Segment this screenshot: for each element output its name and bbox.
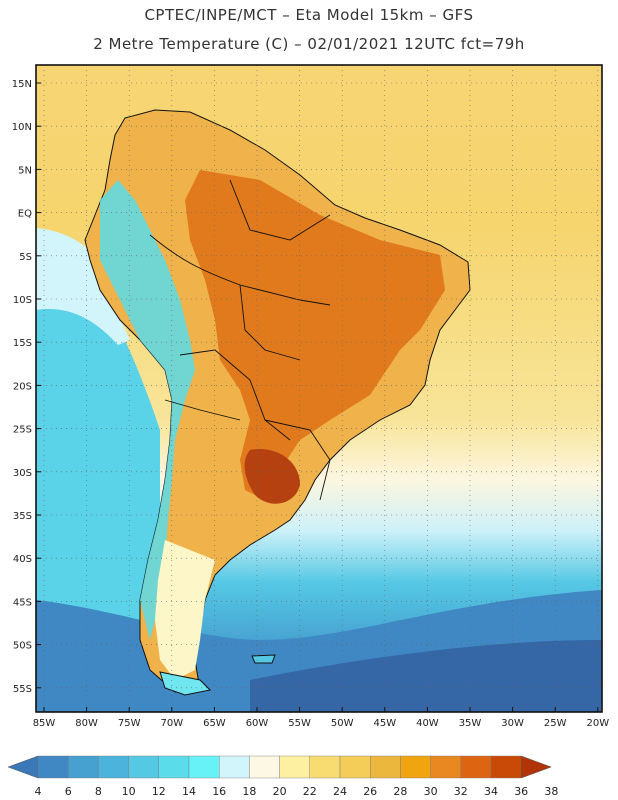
colorbar-label: 10: [122, 785, 136, 798]
lat-label: 5N: [18, 165, 32, 176]
lat-label: 10N: [12, 122, 32, 133]
colorbar-label: 26: [363, 785, 377, 798]
colorbar-swatch: [370, 755, 401, 779]
patagonia-cool: [155, 540, 215, 680]
lon-label: 25W: [544, 718, 567, 729]
very-hot-core: [244, 449, 300, 504]
lat-label: 45S: [13, 597, 32, 608]
colorbar-swatch: [188, 755, 220, 779]
lon-label: 85W: [33, 718, 56, 729]
colorbar-swatch: [158, 755, 190, 779]
map-title: CPTEC/INPE/MCT – Eta Model 15km – GFS: [144, 6, 474, 24]
colorbar-label: 24: [333, 785, 347, 798]
colorbar-label: 8: [95, 785, 102, 798]
colorbar-label: 28: [393, 785, 407, 798]
colorbar-label: 16: [212, 785, 226, 798]
lat-label: 25S: [13, 425, 32, 436]
lat-label: 30S: [13, 468, 32, 479]
colorbar-swatch: [67, 755, 99, 779]
lon-label: 55W: [288, 718, 311, 729]
colorbar-swatch: [460, 755, 492, 779]
southern-deep-water: [250, 640, 602, 712]
lon-label: 70W: [160, 718, 183, 729]
map-frame: [35, 64, 603, 713]
colorbar-label: 20: [273, 785, 287, 798]
map-subtitle: 2 Metre Temperature (C) – 02/01/2021 12U…: [93, 35, 525, 53]
lon-label: 80W: [75, 718, 98, 729]
colorbar-label: 34: [484, 785, 498, 798]
lat-label: 15N: [12, 79, 32, 90]
colorbar-swatch: [490, 755, 522, 779]
colorbar-label: 36: [514, 785, 528, 798]
lon-label: 35W: [459, 718, 482, 729]
colorbar-swatch: [98, 755, 129, 779]
colorbar-swatch: [339, 755, 371, 779]
lon-label: 40W: [416, 718, 439, 729]
colorbar-swatch: [430, 755, 462, 779]
latitude-axis: 15N 10N 5N EQ 5S 10S 15S 20S 25S 30S 35S 40S 45S 50S 5…: [12, 79, 41, 695]
colorbar-swatch: [279, 755, 311, 779]
map-area: [36, 65, 602, 712]
andes-cool-strip: [100, 180, 195, 640]
colorbar-label: 32: [454, 785, 468, 798]
colorbar-label: 14: [182, 785, 196, 798]
lon-label: 50W: [331, 718, 354, 729]
lat-label: 10S: [13, 295, 32, 306]
colorbar-swatch: [218, 755, 250, 779]
colorbar-swatch: [128, 755, 160, 779]
colorbar-label: 22: [303, 785, 317, 798]
colorbar-swatch: [400, 755, 431, 779]
colorbar-label: 4: [35, 785, 42, 798]
lat-label: 50S: [13, 641, 32, 652]
colorbar-swatch: [37, 755, 69, 779]
lat-label: EQ: [18, 209, 32, 220]
lat-label: 40S: [13, 554, 32, 565]
lon-label: 75W: [118, 718, 141, 729]
lat-label: 5S: [19, 252, 32, 263]
pacific-cool-band: [36, 228, 130, 345]
colorbar-swatch: [249, 755, 280, 779]
colorbar-label: 30: [424, 785, 438, 798]
lat-label: 20S: [13, 381, 32, 392]
country-borders: [149, 179, 331, 501]
colorbar-left-arrow: [7, 755, 39, 779]
colorbar-label: 6: [65, 785, 72, 798]
lon-label: 20W: [586, 718, 609, 729]
colorbar-right-arrow: [520, 755, 552, 779]
lat-label: 35S: [13, 511, 32, 522]
tierra-del-fuego: [159, 671, 212, 696]
lat-label: 55S: [13, 684, 32, 695]
longitude-axis: 85W 80W 75W 70W 65W 60W 55W 50W 45W 40W 35W 30W 25W 2…: [33, 707, 609, 729]
colorbar-label: 18: [242, 785, 256, 798]
colorbar-label: 12: [152, 785, 166, 798]
lon-label: 60W: [246, 718, 269, 729]
colorbar-label: 38: [544, 785, 558, 798]
lat-label: 15S: [13, 338, 32, 349]
lon-label: 65W: [203, 718, 226, 729]
falkland-islands: [251, 654, 276, 664]
lon-label: 30W: [501, 718, 524, 729]
hot-interior: [185, 170, 445, 500]
colorbar: 4 6 8 10 12 14 16 18 20 22 24 26 28 30 32 34 36 38: [7, 755, 558, 798]
colorbar-swatch: [309, 755, 341, 779]
lon-label: 45W: [373, 718, 396, 729]
